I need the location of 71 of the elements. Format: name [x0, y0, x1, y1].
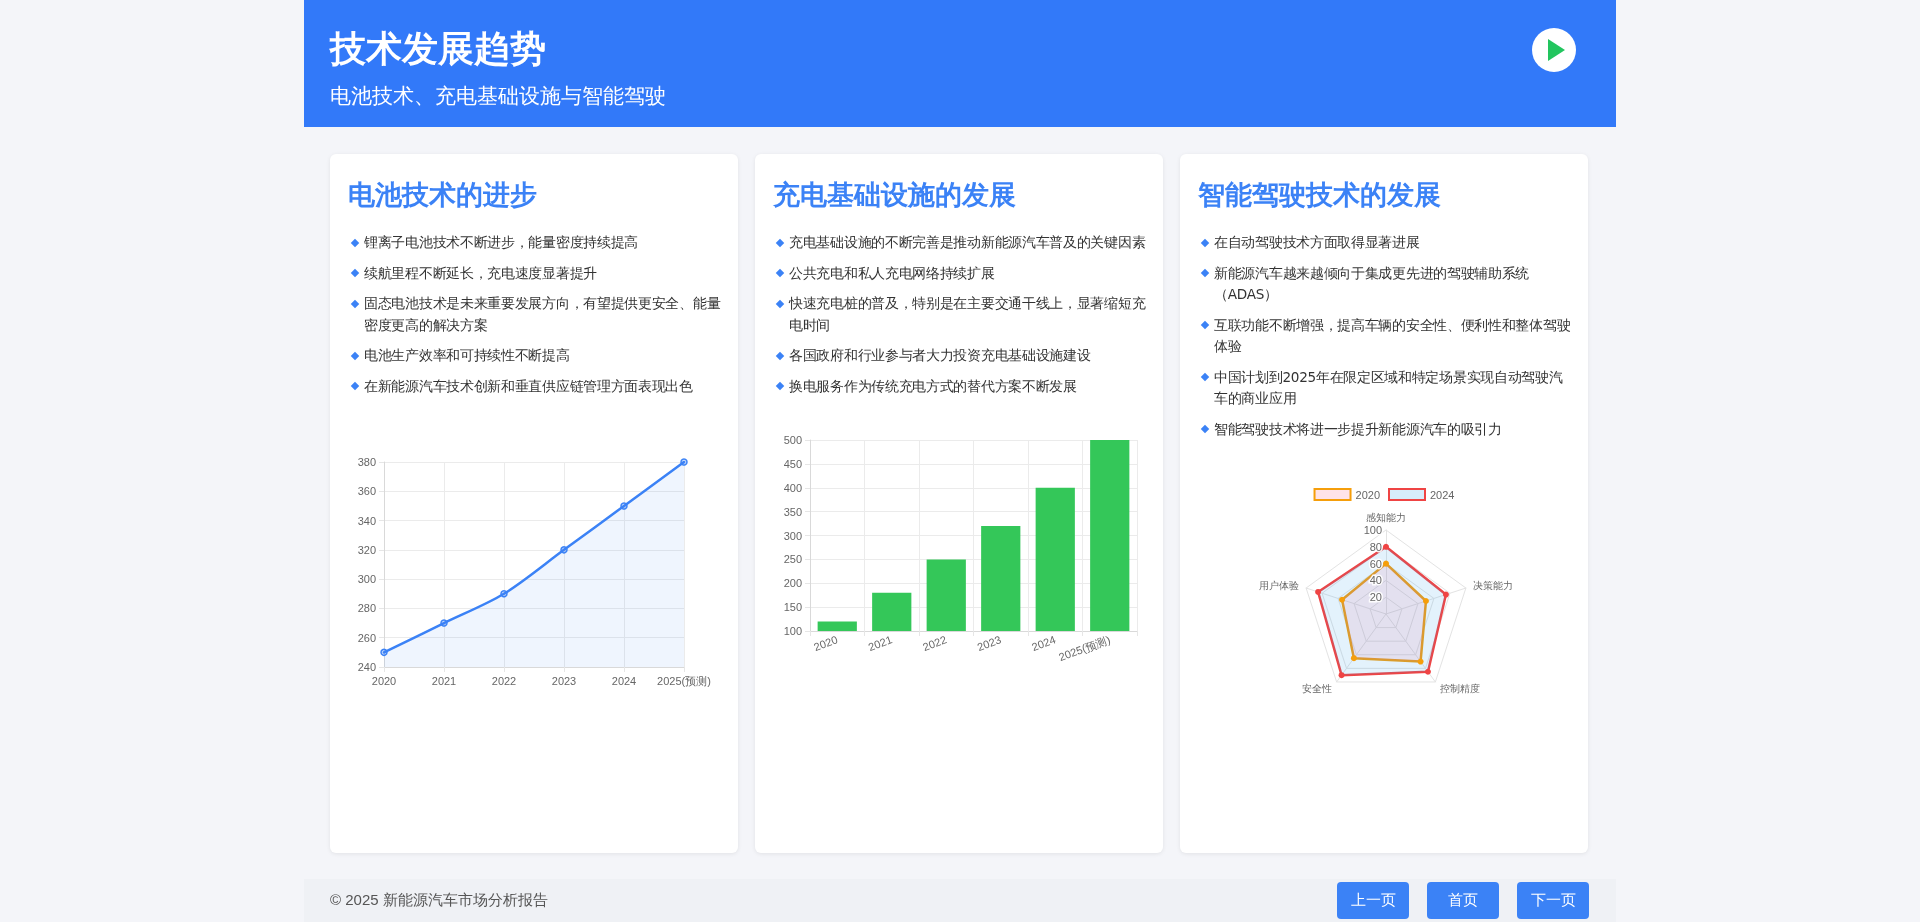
x-tick-label: 2025(预测): [1057, 633, 1112, 664]
y-tick-label: 320: [357, 543, 376, 556]
y-tick-label: 350: [783, 505, 802, 518]
page-button[interactable]: 首页: [1427, 882, 1499, 919]
y-tick-label: 380: [357, 456, 376, 468]
legend-label: 2020: [1355, 488, 1381, 501]
text: 智能驾驶技术将进一步提升新能源汽车的吸引力: [1214, 420, 1502, 437]
y-tick-label: 400: [783, 481, 802, 494]
x-tick-label: 2021: [866, 633, 894, 654]
spoke-label: 感知能力: [1366, 511, 1406, 523]
y-tick-label: 300: [357, 573, 376, 586]
text: 换电服务作为传统充电方式的替代方案不断发展: [789, 377, 1077, 394]
x-tick-label: 2024: [611, 674, 637, 687]
chart-title: 电池技术的进步: [348, 179, 537, 211]
x-tick-label: 2022: [491, 674, 517, 687]
y-tick-label: 260: [357, 631, 376, 644]
x-tick-label: 2020: [371, 674, 397, 687]
page-button[interactable]: 上一页: [1337, 882, 1409, 919]
text: 各国政府和行业参与者大力投资充电基础设施建设: [789, 347, 1091, 363]
text: 充电基础设施的不断完善是推动新能源汽车普及的关键因素: [789, 234, 1146, 250]
page-button[interactable]: 下一页: [1517, 882, 1589, 919]
x-tick-label: 2023: [551, 674, 577, 687]
y-tick-label: 500: [783, 434, 802, 446]
y-tick-label: 150: [783, 601, 802, 614]
x-tick-label: 2022: [921, 633, 949, 654]
x-tick-label: 2021: [431, 674, 457, 687]
y-tick-label: 300: [783, 529, 802, 542]
y-tick-label: 100: [1363, 524, 1382, 536]
text: 中国计划到2025年在限定区域和特定场景实现自动驾驶汽车的商业应用: [1214, 368, 1563, 406]
spoke-label: 用户体验: [1258, 580, 1299, 592]
legend-label: 2024: [1430, 488, 1455, 501]
text: 新能源汽车越来越倾向于集成更先进的驾驶辅助系统（ADAS）: [1214, 264, 1530, 302]
y-tick-label: 280: [357, 602, 376, 615]
y-tick-label: 250: [783, 553, 802, 566]
y-tick-label: 100: [783, 625, 802, 637]
y-tick-label: 20: [1369, 591, 1382, 604]
text: 互联功能不断增强，提高车辆的安全性、便利性和整体驾驶体验: [1214, 316, 1571, 354]
x-tick-label: 2023: [975, 633, 1003, 654]
point: [680, 458, 688, 466]
text: 续航里程不断延长，充电速度显著提升: [364, 264, 597, 281]
text: 电池技术、充电基础设施与智能驾驶: [330, 83, 666, 109]
y-tick-label: 450: [783, 457, 802, 470]
text: 快速充电桩的普及，特别是在主要交通干线上，显著缩短充电时间: [789, 295, 1146, 333]
spoke-label: 安全性: [1301, 682, 1332, 694]
text: 技术发展趋势: [330, 27, 546, 70]
x-tick-label: 2020: [812, 633, 840, 654]
y-tick-label: 40: [1369, 574, 1382, 587]
text: 锂离子电池技术不断进步，能量密度持续提高: [364, 234, 639, 250]
spoke-label: 控制精度: [1440, 682, 1481, 694]
text: 在自动驾驶技术方面取得显著进展: [1214, 234, 1420, 250]
x-tick-label: 2024: [1030, 633, 1058, 654]
point: [560, 546, 568, 554]
text: 固态电池技术是未来重要发展方向，有望提供更安全、能量密度更高的解决方案: [364, 295, 721, 333]
y-tick-label: 60: [1369, 557, 1382, 570]
text: 公共充电和私人充电网络持续扩展: [789, 264, 995, 281]
y-tick-label: 200: [783, 577, 802, 590]
text: © 2025 新能源汽车市场分析报告: [330, 891, 548, 910]
x-tick-label: 2025(预测): [657, 674, 711, 687]
y-tick-label: 340: [357, 514, 376, 527]
text: 在新能源汽车技术创新和垂直供应链管理方面表现出色: [364, 377, 693, 394]
y-tick-label: 360: [357, 485, 376, 498]
y-tick-label: 80: [1369, 540, 1382, 553]
spoke-label: 决策能力: [1473, 580, 1514, 592]
point: [620, 502, 628, 510]
point: [380, 648, 388, 657]
y-tick-label: 240: [357, 661, 376, 673]
chart-title: 智能驾驶技术的发展: [1198, 179, 1441, 211]
point: [500, 590, 508, 598]
text: 电池生产效率和可持续性不断提高: [364, 347, 570, 363]
point: [440, 619, 448, 627]
chart-title: 充电基础设施的发展: [773, 179, 1016, 211]
